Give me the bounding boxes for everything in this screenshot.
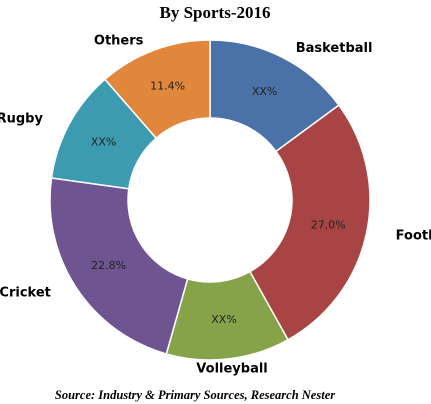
source-note: Source: Industry & Primary Sources, Rese… bbox=[55, 388, 335, 402]
donut-slice bbox=[248, 104, 371, 341]
donut-slice bbox=[103, 39, 211, 140]
value-label: XX% bbox=[91, 135, 117, 148]
value-label: XX% bbox=[211, 313, 237, 326]
category-label: Basketball bbox=[296, 41, 373, 56]
value-label: 22.8% bbox=[91, 259, 126, 272]
chart-title: By Sports-2016 bbox=[160, 3, 271, 22]
category-label: Football bbox=[396, 229, 431, 244]
category-label: Volleyball bbox=[196, 361, 267, 376]
value-label: XX% bbox=[252, 85, 278, 98]
value-label: 11.4% bbox=[150, 80, 185, 93]
category-label: Rugby bbox=[0, 112, 43, 127]
category-label: Cricket bbox=[0, 285, 51, 300]
category-label: Others bbox=[94, 33, 144, 48]
value-label: 27.0% bbox=[311, 219, 346, 232]
donut-slice bbox=[49, 177, 189, 355]
